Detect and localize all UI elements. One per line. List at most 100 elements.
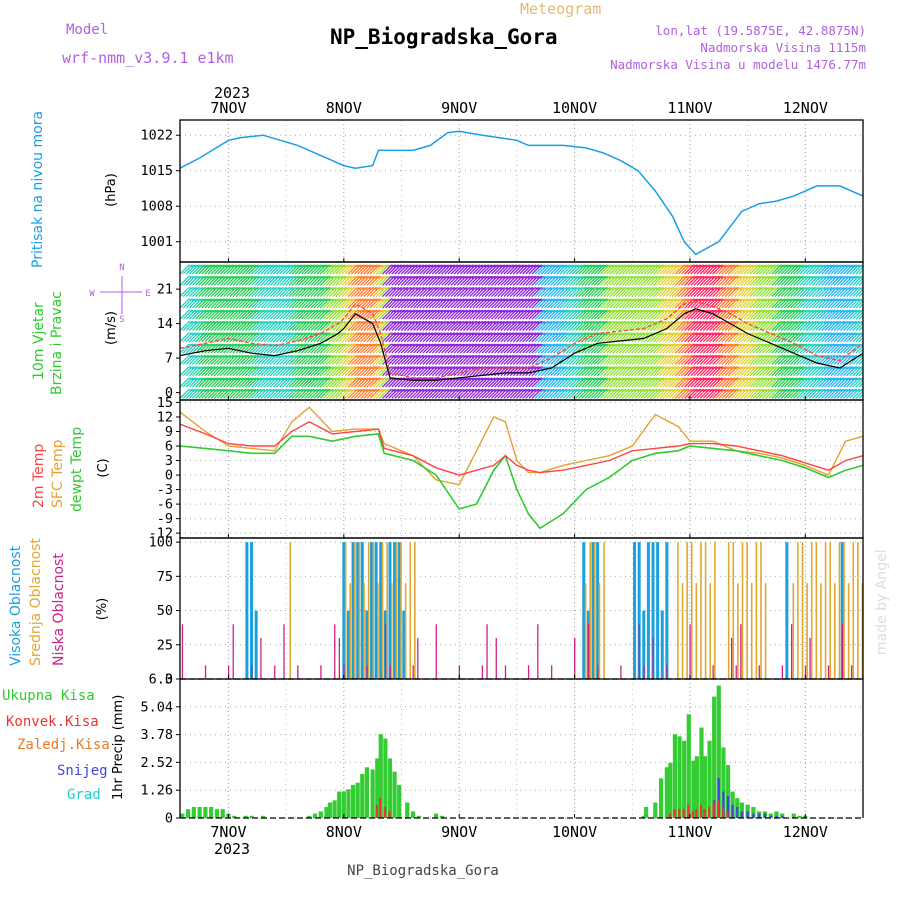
wind-barb bbox=[478, 366, 489, 377]
wind-barb bbox=[235, 343, 246, 354]
wind-barb bbox=[428, 388, 439, 399]
wind-barb bbox=[422, 321, 433, 331]
wind-barb bbox=[288, 298, 299, 309]
wind-barb bbox=[653, 332, 663, 343]
wind-barb bbox=[475, 343, 486, 354]
wind-barb bbox=[400, 321, 411, 331]
wind-barb bbox=[783, 343, 794, 354]
wind-barb bbox=[254, 354, 265, 365]
wind-barb bbox=[332, 287, 343, 298]
wind-barb bbox=[235, 321, 246, 331]
wind-barb bbox=[643, 264, 654, 275]
wind-barb bbox=[796, 377, 807, 388]
wind-barb bbox=[799, 287, 810, 298]
wind-barb bbox=[288, 264, 299, 275]
wind-barb bbox=[525, 264, 536, 275]
wind-barb bbox=[774, 366, 785, 377]
wind-barb bbox=[226, 354, 237, 365]
wind-barb bbox=[266, 264, 277, 275]
wind-barb bbox=[223, 275, 234, 286]
wind-barb bbox=[656, 332, 667, 343]
wind-barb bbox=[425, 287, 436, 298]
wind-barb bbox=[180, 332, 190, 343]
wind-barb bbox=[357, 377, 368, 388]
wind-barb bbox=[743, 275, 754, 286]
year-top: 2023 bbox=[214, 84, 250, 102]
wind-barb bbox=[198, 354, 209, 365]
wind-barb bbox=[677, 354, 688, 365]
wind-barb bbox=[777, 298, 788, 309]
wind-barb bbox=[612, 354, 623, 365]
wind-barb bbox=[774, 377, 785, 388]
wind-barb bbox=[385, 388, 396, 399]
wind-barb bbox=[740, 388, 751, 399]
wind-barb bbox=[509, 388, 520, 399]
wind-barb bbox=[332, 343, 343, 354]
wind-barb bbox=[204, 287, 215, 298]
wind-barb bbox=[260, 366, 271, 377]
wind-barb bbox=[291, 298, 302, 309]
wind-barb bbox=[805, 298, 816, 309]
wind-barb bbox=[422, 377, 433, 388]
wind-barb bbox=[556, 321, 567, 331]
wind-barb bbox=[188, 343, 199, 354]
wind-barb bbox=[746, 309, 757, 320]
wind-barb bbox=[777, 332, 788, 343]
wind-barb bbox=[811, 321, 822, 331]
wind-barb bbox=[434, 388, 445, 399]
wind-barb bbox=[662, 366, 673, 377]
wind-barb bbox=[434, 354, 445, 365]
wind-barb bbox=[755, 388, 766, 399]
wind-barb bbox=[734, 332, 744, 343]
wind-barb bbox=[572, 343, 582, 354]
wind-barb bbox=[235, 354, 246, 365]
wind-barb-field bbox=[180, 264, 863, 399]
wind-barb bbox=[743, 264, 754, 275]
wind-barb bbox=[213, 298, 224, 309]
wind-barb bbox=[671, 321, 682, 331]
wind-barb bbox=[182, 343, 193, 354]
wind-barb bbox=[198, 309, 209, 320]
wind-barb bbox=[783, 321, 794, 331]
wind-barb bbox=[341, 343, 352, 354]
wind-barb bbox=[447, 354, 458, 365]
wind-barb bbox=[525, 366, 536, 377]
wind-barb bbox=[550, 287, 561, 298]
wind-barb bbox=[232, 309, 243, 320]
wind-barb bbox=[793, 309, 804, 320]
wind-barb bbox=[487, 388, 498, 399]
wind-barb bbox=[447, 298, 458, 309]
wind-barb bbox=[478, 275, 489, 286]
wind-barb bbox=[195, 354, 206, 365]
wind-barb bbox=[705, 309, 716, 320]
wind-barb bbox=[487, 287, 498, 298]
wind-barb bbox=[696, 332, 707, 343]
wind-barb bbox=[768, 377, 779, 388]
wind-barb bbox=[341, 332, 352, 343]
wind-barb bbox=[329, 275, 339, 286]
wind-barb bbox=[472, 332, 483, 343]
wind-barb bbox=[216, 275, 227, 286]
wind-barb bbox=[653, 287, 663, 298]
wind-barb bbox=[575, 298, 586, 309]
wind-barb bbox=[712, 332, 723, 343]
wind-barb bbox=[515, 321, 526, 331]
wind-barb bbox=[260, 264, 271, 275]
wind-barb bbox=[709, 275, 720, 286]
wind-barb bbox=[603, 309, 614, 320]
wind-barb bbox=[431, 354, 442, 365]
wind-barb bbox=[500, 343, 511, 354]
wind-barb bbox=[500, 332, 511, 343]
wind-barb bbox=[201, 366, 212, 377]
wind-barb bbox=[491, 332, 501, 343]
wind-barb bbox=[291, 377, 302, 388]
wind-barb bbox=[749, 298, 760, 309]
wind-barb bbox=[618, 366, 629, 377]
wind-barb bbox=[238, 332, 249, 343]
wind-barb bbox=[369, 343, 380, 354]
wind-barb bbox=[612, 264, 623, 275]
wind-barb bbox=[350, 264, 361, 275]
wind-barb bbox=[752, 287, 763, 298]
wind-barb bbox=[653, 343, 663, 354]
wind-barb bbox=[790, 309, 801, 320]
